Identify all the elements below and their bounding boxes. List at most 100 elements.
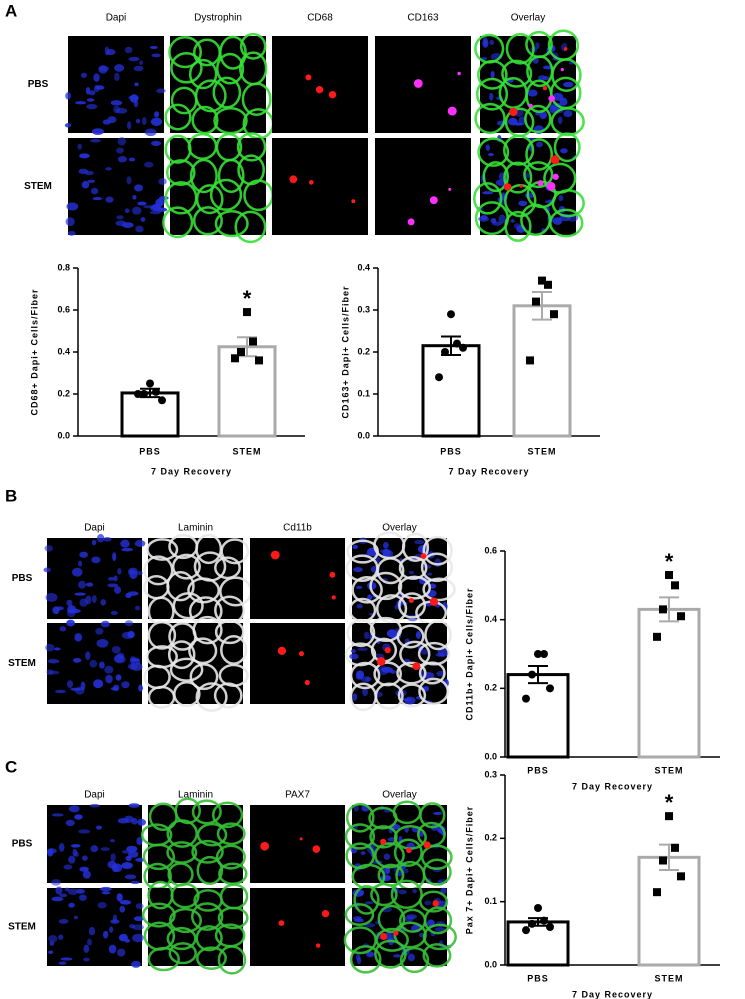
fiber-outline (477, 137, 510, 167)
data-point (544, 280, 552, 289)
error-bar (532, 290, 552, 321)
fiber-outline (422, 858, 452, 886)
fiber-outline (393, 838, 423, 867)
micrograph (250, 805, 345, 883)
micrograph (141, 880, 249, 975)
cell-spot (447, 106, 457, 116)
cell-spot (429, 196, 438, 205)
micrograph (250, 538, 345, 619)
cell-spot (380, 932, 388, 941)
nucleus (433, 811, 443, 815)
fiber-outline (214, 210, 249, 238)
nucleus (90, 845, 99, 853)
nucleus (104, 665, 114, 674)
y-tick-label: 0.2 (484, 833, 497, 843)
nucleus (74, 686, 85, 695)
fiber-outline (351, 575, 383, 604)
fiber-outline (418, 661, 446, 685)
nucleus (135, 225, 144, 233)
nucleus (74, 592, 86, 596)
nucleus (100, 599, 107, 606)
fiber-outline (188, 637, 218, 665)
data-point (249, 337, 257, 346)
fiber-outline (370, 882, 398, 907)
nucleus (352, 544, 358, 550)
data-point (152, 387, 160, 396)
nucleus (74, 633, 83, 642)
nucleus (77, 560, 83, 567)
nucleus (70, 844, 81, 848)
nucleus (68, 855, 76, 864)
micrograph (250, 623, 345, 704)
nucleus (75, 888, 85, 894)
fiber-outline (551, 189, 585, 218)
fiber-outline (194, 79, 227, 113)
image-background (68, 36, 164, 133)
image-background (375, 36, 471, 133)
bar (217, 345, 277, 438)
bar (637, 607, 701, 759)
nucleus (63, 864, 73, 870)
nucleus (490, 218, 497, 224)
fiber-outline (550, 107, 585, 137)
data-point (459, 343, 467, 352)
cell-spot (315, 86, 324, 94)
nucleus (140, 217, 146, 222)
nucleus (51, 813, 64, 817)
fiber-outline (523, 161, 554, 189)
nucleus (137, 201, 147, 206)
nucleus (110, 100, 123, 106)
nucleus (58, 961, 67, 965)
nucleus (79, 551, 88, 558)
nucleus (359, 890, 365, 896)
cell-spot (528, 103, 533, 108)
fiber-outline (524, 104, 552, 134)
nucleus (132, 194, 137, 200)
cell-spot (563, 47, 568, 51)
y-axis-label: CD11b+ Dapi+ Cells/Fiber (464, 587, 474, 720)
fiber-outline (169, 657, 204, 682)
nucleus (91, 128, 104, 135)
nucleus (135, 857, 145, 862)
nucleus (138, 684, 144, 692)
nucleus (51, 896, 64, 902)
nucleus (124, 46, 133, 54)
micrograph (345, 531, 456, 626)
nucleus (426, 572, 433, 576)
nucleus (85, 595, 92, 605)
nucleus (91, 556, 101, 564)
significance-star: * (243, 286, 252, 311)
fiber-outline (215, 844, 246, 870)
column-label: Dapi (84, 523, 105, 534)
nucleus (102, 930, 109, 939)
nucleus (126, 845, 138, 853)
nucleus (135, 118, 141, 124)
fiber-outline (525, 138, 554, 171)
fiber-outline (217, 158, 245, 194)
nucleus (86, 582, 94, 587)
data-point (237, 348, 245, 356)
row-label: PBS (28, 79, 49, 90)
fiber-outline (196, 946, 227, 970)
y-tick-label: 0.0 (484, 751, 497, 761)
nucleus (353, 567, 363, 573)
fiber-outline (234, 210, 267, 244)
nucleus (110, 610, 118, 616)
cell-spot (406, 847, 412, 854)
nucleus (137, 818, 147, 826)
data-point (453, 339, 461, 348)
nucleus (107, 860, 117, 869)
bar (506, 920, 570, 967)
significance-star: * (665, 790, 674, 815)
nucleus (127, 630, 135, 639)
nucleus (489, 39, 495, 45)
nucleus (72, 658, 82, 663)
fiber-outline (192, 615, 223, 645)
nucleus (99, 661, 105, 669)
nucleus (118, 933, 128, 942)
nucleus (527, 89, 538, 97)
nucleus (481, 56, 487, 61)
data-point (546, 684, 554, 693)
nucleus (151, 140, 162, 146)
micrograph (473, 132, 585, 242)
